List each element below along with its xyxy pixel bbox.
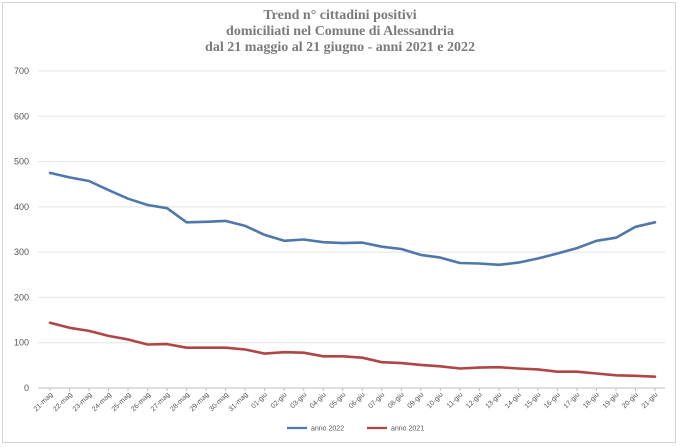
chart-title: Trend n° cittadini positivi domiciliati …	[0, 8, 680, 56]
y-tick-label: 700	[14, 66, 29, 76]
x-tick-label: 21-mag	[33, 391, 55, 413]
x-tick-label: 14-giu	[504, 391, 523, 410]
x-tick-label: 09-giu	[407, 391, 426, 410]
y-tick-label: 600	[14, 111, 29, 121]
x-tick-label: 24-mag	[91, 391, 113, 413]
x-tick-label: 22-mag	[52, 391, 74, 413]
series-lines	[48, 171, 657, 379]
x-tick-label: 02-giu	[270, 391, 289, 410]
x-tick-label: 20-giu	[621, 391, 640, 410]
x-tick-label: 06-giu	[348, 391, 367, 410]
x-tick-label: 27-mag	[150, 391, 172, 413]
y-axis: 0 100 200 300 400 500 600 700	[14, 66, 29, 393]
legend-label: anno 2022	[311, 426, 344, 433]
x-tick-label: 31-mag	[228, 391, 250, 413]
series-line	[48, 321, 657, 379]
x-tick-label: 13-giu	[485, 391, 504, 410]
x-tick-label: 18-giu	[582, 391, 601, 410]
x-tick-label: 10-giu	[426, 391, 445, 410]
x-tick-label: 04-giu	[309, 391, 328, 410]
x-tick-label: 19-giu	[602, 391, 621, 410]
y-tick-label: 100	[14, 338, 29, 348]
x-tick-label: 23-mag	[72, 391, 94, 413]
y-tick-label: 0	[24, 383, 29, 393]
x-tick-label: 07-giu	[367, 391, 386, 410]
y-tick-label: 200	[14, 292, 29, 302]
x-tick-label: 05-giu	[328, 391, 347, 410]
chart-title-line-2: domiciliati nel Comune di Alessandria	[226, 24, 454, 39]
x-tick-label: 16-giu	[543, 391, 562, 410]
x-tick-label: 28-mag	[169, 391, 191, 413]
x-tick-label: 30-mag	[208, 391, 230, 413]
series-line	[48, 171, 657, 267]
x-tick-label: 21-giu	[641, 391, 660, 410]
x-tick-label: 08-giu	[387, 391, 406, 410]
y-tick-label: 500	[14, 157, 29, 167]
x-tick-label: 29-mag	[189, 391, 211, 413]
legend: anno 2022 anno 2021	[287, 426, 424, 433]
x-tick-label: 03-giu	[289, 391, 308, 410]
chart-title-line-3: dal 21 maggio al 21 giugno - anni 2021 e…	[205, 40, 475, 55]
x-tick-label: 26-mag	[130, 391, 152, 413]
x-tick-label: 12-giu	[465, 391, 484, 410]
y-tick-label: 300	[14, 247, 29, 257]
y-tick-label: 400	[14, 202, 29, 212]
legend-label: anno 2021	[391, 426, 424, 433]
chart-frame	[2, 2, 676, 443]
chart-title-line-1: Trend n° cittadini positivi	[263, 8, 417, 23]
x-tick-label: 17-giu	[563, 391, 582, 410]
x-tick-label: 15-giu	[524, 391, 543, 410]
x-tick-label: 01-giu	[250, 391, 269, 410]
x-axis: 21-mag22-mag23-mag24-mag25-mag26-mag27-m…	[33, 388, 660, 413]
x-tick-label: 25-mag	[111, 391, 133, 413]
x-tick-label: 11-giu	[446, 391, 464, 409]
